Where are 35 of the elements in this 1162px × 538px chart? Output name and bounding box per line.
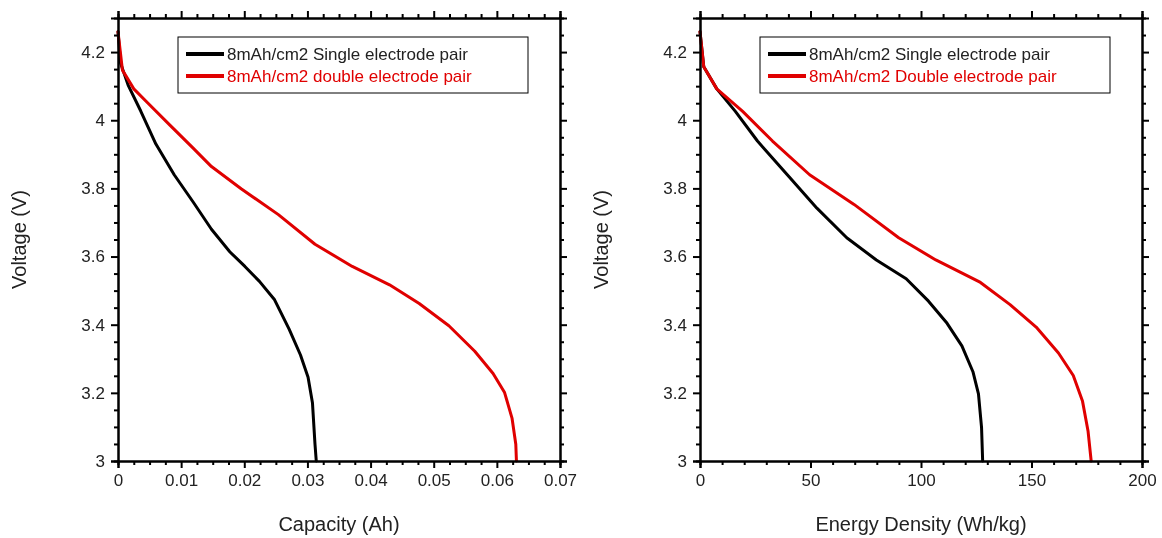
x-axis-title: Energy Density (Wh/kg) <box>815 513 1027 535</box>
y-tick-label: 4 <box>677 111 687 131</box>
x-tick-label: 0.05 <box>417 471 451 491</box>
x-tick-label: 200 <box>1128 471 1157 491</box>
y-tick-label: 3 <box>677 451 687 471</box>
x-tick-label: 100 <box>907 471 936 491</box>
y-tick-label: 4.2 <box>663 43 687 63</box>
y-tick-label: 3.4 <box>81 315 105 335</box>
y-axis-title: Voltage (V) <box>8 190 30 289</box>
y-tick-label: 3.8 <box>81 179 105 199</box>
y-tick-label: 4.2 <box>81 43 105 63</box>
y-tick-label: 3.2 <box>663 383 687 403</box>
y-tick-label: 3 <box>95 451 105 471</box>
x-tick-label: 0.07 <box>543 471 578 491</box>
x-tick-label: 0.01 <box>165 471 199 491</box>
x-tick-label: 0 <box>695 471 706 491</box>
y-tick-label: 3.6 <box>663 247 687 267</box>
y-tick-label: 3.8 <box>663 179 687 199</box>
x-tick-label: 0.02 <box>228 471 262 491</box>
legend-label: 8mAh/cm2 Single electrode pair <box>809 45 1051 64</box>
x-tick-label: 0 <box>113 471 124 491</box>
y-tick-label: 3.4 <box>663 315 687 335</box>
y-tick-label: 3.2 <box>81 383 105 403</box>
y-tick-label: 3.6 <box>81 247 105 267</box>
legend-label: 8mAh/cm2 Single electrode pair <box>227 45 469 64</box>
x-tick-label: 50 <box>801 471 821 491</box>
y-axis-title: Voltage (V) <box>590 190 612 289</box>
x-tick-label: 0.04 <box>354 471 388 491</box>
y-tick-label: 4 <box>95 111 105 131</box>
x-axis-title: Capacity (Ah) <box>278 513 400 535</box>
legend-label: 8mAh/cm2 double electrode pair <box>227 67 473 86</box>
x-tick-label: 0.03 <box>291 471 325 491</box>
legend-label: 8mAh/cm2 Double electrode pair <box>809 67 1057 86</box>
x-tick-label: 150 <box>1017 471 1047 491</box>
x-tick-label: 0.06 <box>480 471 514 491</box>
